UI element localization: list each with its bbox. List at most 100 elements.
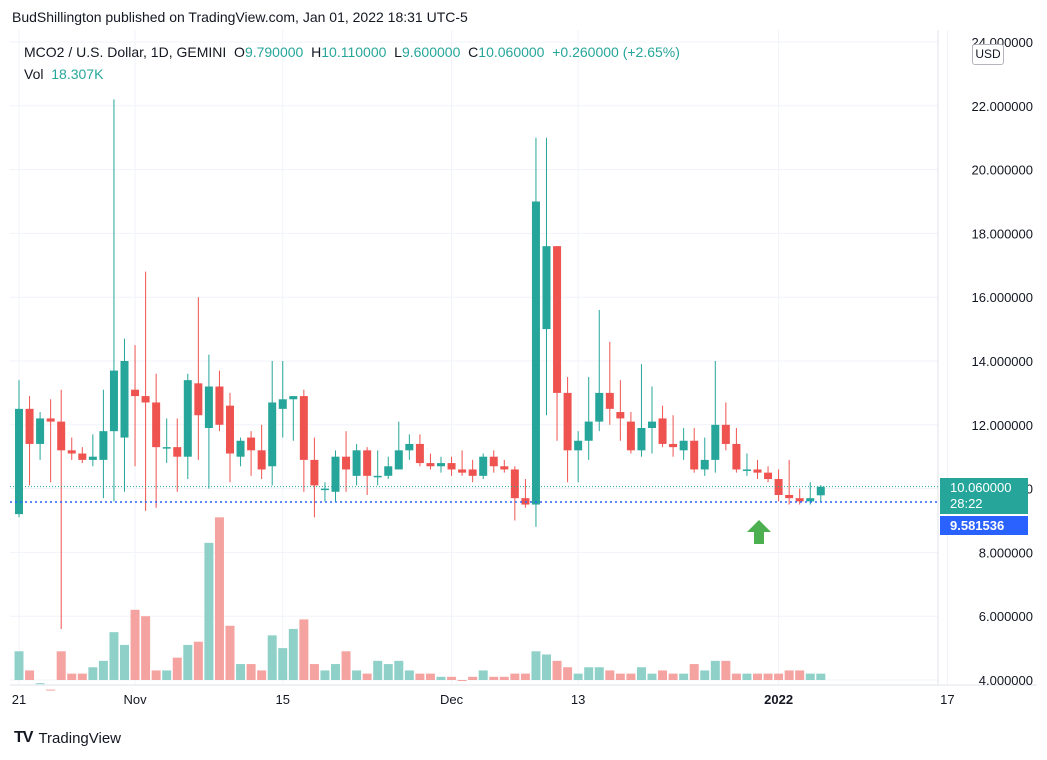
volume-bar	[130, 609, 140, 680]
candle-body	[679, 440, 688, 451]
volume-bar	[489, 676, 499, 680]
candle-body	[637, 427, 646, 451]
volume-bar	[35, 683, 45, 685]
candle-body	[194, 383, 203, 416]
avg-price-tag: 9.581536	[940, 516, 1028, 535]
volume-bar	[278, 648, 288, 680]
candle-body	[236, 440, 245, 457]
volume-bar	[753, 673, 762, 680]
candle-body	[46, 418, 55, 422]
candle-body	[268, 402, 277, 467]
price-tick-label: 12.000000	[972, 418, 1033, 433]
price-tick-label: 20.000000	[972, 163, 1033, 178]
volume-bar	[46, 689, 56, 691]
candle-body	[78, 453, 87, 460]
up-arrow-icon	[747, 520, 771, 544]
candle-body	[215, 386, 224, 425]
candle-body	[721, 424, 730, 444]
candle-body	[162, 447, 171, 449]
volume-bar	[120, 644, 129, 680]
price-chart[interactable]: 24.00000022.00000020.00000018.00000016.0…	[0, 0, 1047, 720]
volume-bar	[14, 651, 24, 680]
volume-bar	[214, 517, 224, 680]
candle-body	[278, 399, 287, 409]
volume-bar	[795, 670, 805, 680]
volume-bar	[742, 673, 752, 680]
candle-body	[373, 475, 382, 478]
volume-bar	[626, 673, 636, 680]
volume-bar	[447, 676, 457, 680]
bar-countdown: 28:22	[950, 496, 983, 511]
time-axis: 21 Nov 15 Dec 13 2022 17	[12, 692, 955, 707]
candle-body	[479, 456, 488, 476]
volume-bar	[225, 625, 235, 680]
volume-bar	[141, 616, 151, 680]
candle-body	[806, 498, 815, 502]
volume-value: 18.307K	[51, 66, 104, 82]
volume-bar	[204, 542, 214, 680]
volume-bar	[288, 628, 298, 680]
last-price-value: 10.060000	[950, 480, 1012, 495]
candle-body	[57, 421, 66, 451]
candle-body	[785, 494, 794, 499]
candle-body	[531, 201, 540, 505]
volume-bar	[721, 660, 731, 680]
ohlc-legend: MCO2 / U.S. Dollar, 1D, GEMINI O9.790000…	[24, 44, 680, 60]
price-tick-label: 14.000000	[972, 354, 1033, 369]
candle-body	[131, 389, 140, 397]
volume-bar	[700, 670, 710, 680]
volume-bar	[331, 664, 340, 680]
candle-body	[289, 396, 298, 400]
close-value: 10.060000	[478, 44, 545, 60]
volume-bar	[594, 667, 604, 680]
volume-bar	[88, 667, 98, 680]
currency-button[interactable]: USD	[972, 44, 1004, 65]
candle-series	[15, 99, 825, 629]
candle-body	[700, 459, 709, 470]
candle-body	[310, 459, 319, 486]
candle-body	[542, 246, 551, 330]
volume-bar	[236, 664, 246, 680]
volume-bar	[56, 651, 66, 680]
volume-bar	[457, 680, 467, 681]
time-tick-label: 17	[940, 692, 954, 707]
symbol-title[interactable]: MCO2 / U.S. Dollar, 1D, GEMINI	[24, 44, 227, 60]
time-tick-label: 21	[12, 692, 26, 707]
volume-bar	[257, 670, 267, 680]
time-tick-label: 13	[571, 692, 585, 707]
candle-body	[795, 498, 804, 502]
volume-bar	[67, 673, 77, 680]
candle-body	[299, 396, 308, 460]
candle-body	[742, 469, 751, 471]
volume-bar	[25, 670, 35, 680]
volume-bar	[510, 673, 520, 680]
candle-body	[352, 450, 361, 476]
volume-bar	[425, 673, 435, 680]
low-label: L	[394, 44, 402, 60]
candle-body	[183, 380, 192, 457]
volume-bar	[499, 676, 509, 680]
candle-body	[331, 456, 340, 492]
candle-body	[816, 486, 825, 496]
candle-body	[658, 418, 667, 444]
volume-bar	[668, 673, 678, 680]
volume-bar	[373, 660, 383, 680]
candle-body	[553, 246, 562, 393]
volume-bar	[552, 660, 562, 680]
chart-grid	[10, 30, 948, 685]
volume-bar	[605, 670, 615, 680]
volume-bar	[436, 676, 446, 680]
footer-brand[interactable]: TV TradingView	[14, 729, 121, 747]
close-label: C	[468, 44, 479, 60]
candle-body	[384, 466, 393, 476]
candle-body	[247, 437, 256, 451]
high-value: 10.110000	[321, 44, 387, 60]
volume-bar	[183, 644, 193, 680]
candle-body	[690, 440, 699, 470]
price-tick-label: 18.000000	[972, 226, 1033, 241]
low-value: 9.600000	[401, 44, 461, 60]
volume-bar	[679, 673, 689, 680]
volume-bar	[415, 673, 425, 680]
candle-body	[563, 392, 572, 451]
candle-body	[584, 421, 593, 441]
